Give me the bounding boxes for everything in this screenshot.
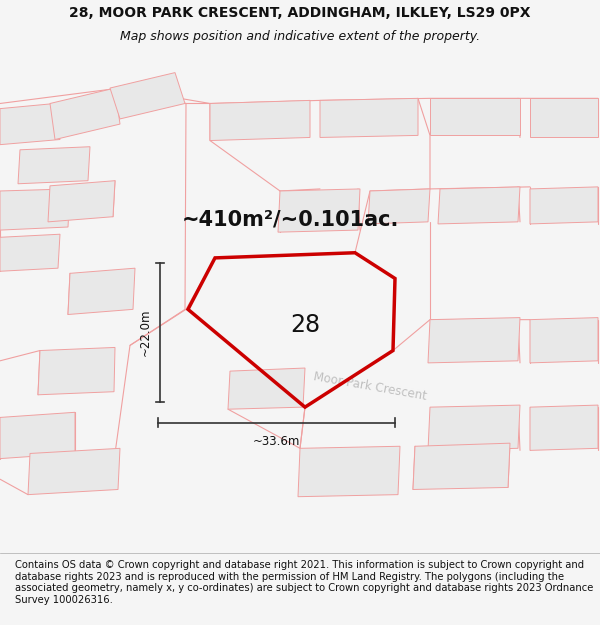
Polygon shape xyxy=(0,234,60,271)
Text: Map shows position and indicative extent of the property.: Map shows position and indicative extent… xyxy=(120,30,480,43)
Polygon shape xyxy=(413,443,510,489)
Text: ~22.0m: ~22.0m xyxy=(139,309,152,356)
Text: ~33.6m: ~33.6m xyxy=(253,435,300,448)
Text: 28: 28 xyxy=(290,312,320,337)
Polygon shape xyxy=(368,189,430,224)
Text: ~410m²/~0.101ac.: ~410m²/~0.101ac. xyxy=(181,210,398,230)
Polygon shape xyxy=(530,98,598,138)
Polygon shape xyxy=(530,405,598,451)
Polygon shape xyxy=(0,104,60,144)
Polygon shape xyxy=(428,318,520,363)
Polygon shape xyxy=(50,88,120,139)
Polygon shape xyxy=(110,72,185,119)
Polygon shape xyxy=(428,405,520,451)
Polygon shape xyxy=(320,98,418,138)
Polygon shape xyxy=(38,348,115,395)
Polygon shape xyxy=(278,189,360,232)
Polygon shape xyxy=(530,187,598,224)
Polygon shape xyxy=(18,147,90,184)
Polygon shape xyxy=(210,101,310,141)
Polygon shape xyxy=(28,448,120,494)
Polygon shape xyxy=(530,318,598,363)
Polygon shape xyxy=(68,268,135,314)
Polygon shape xyxy=(228,368,305,409)
Polygon shape xyxy=(0,189,70,230)
Polygon shape xyxy=(438,187,520,224)
Polygon shape xyxy=(430,98,520,136)
Polygon shape xyxy=(0,412,75,459)
Text: Contains OS data © Crown copyright and database right 2021. This information is : Contains OS data © Crown copyright and d… xyxy=(15,560,593,605)
Polygon shape xyxy=(298,446,400,497)
Polygon shape xyxy=(48,181,115,222)
Text: 28, MOOR PARK CRESCENT, ADDINGHAM, ILKLEY, LS29 0PX: 28, MOOR PARK CRESCENT, ADDINGHAM, ILKLE… xyxy=(69,6,531,20)
Text: Moor Park Crescent: Moor Park Crescent xyxy=(313,370,428,403)
